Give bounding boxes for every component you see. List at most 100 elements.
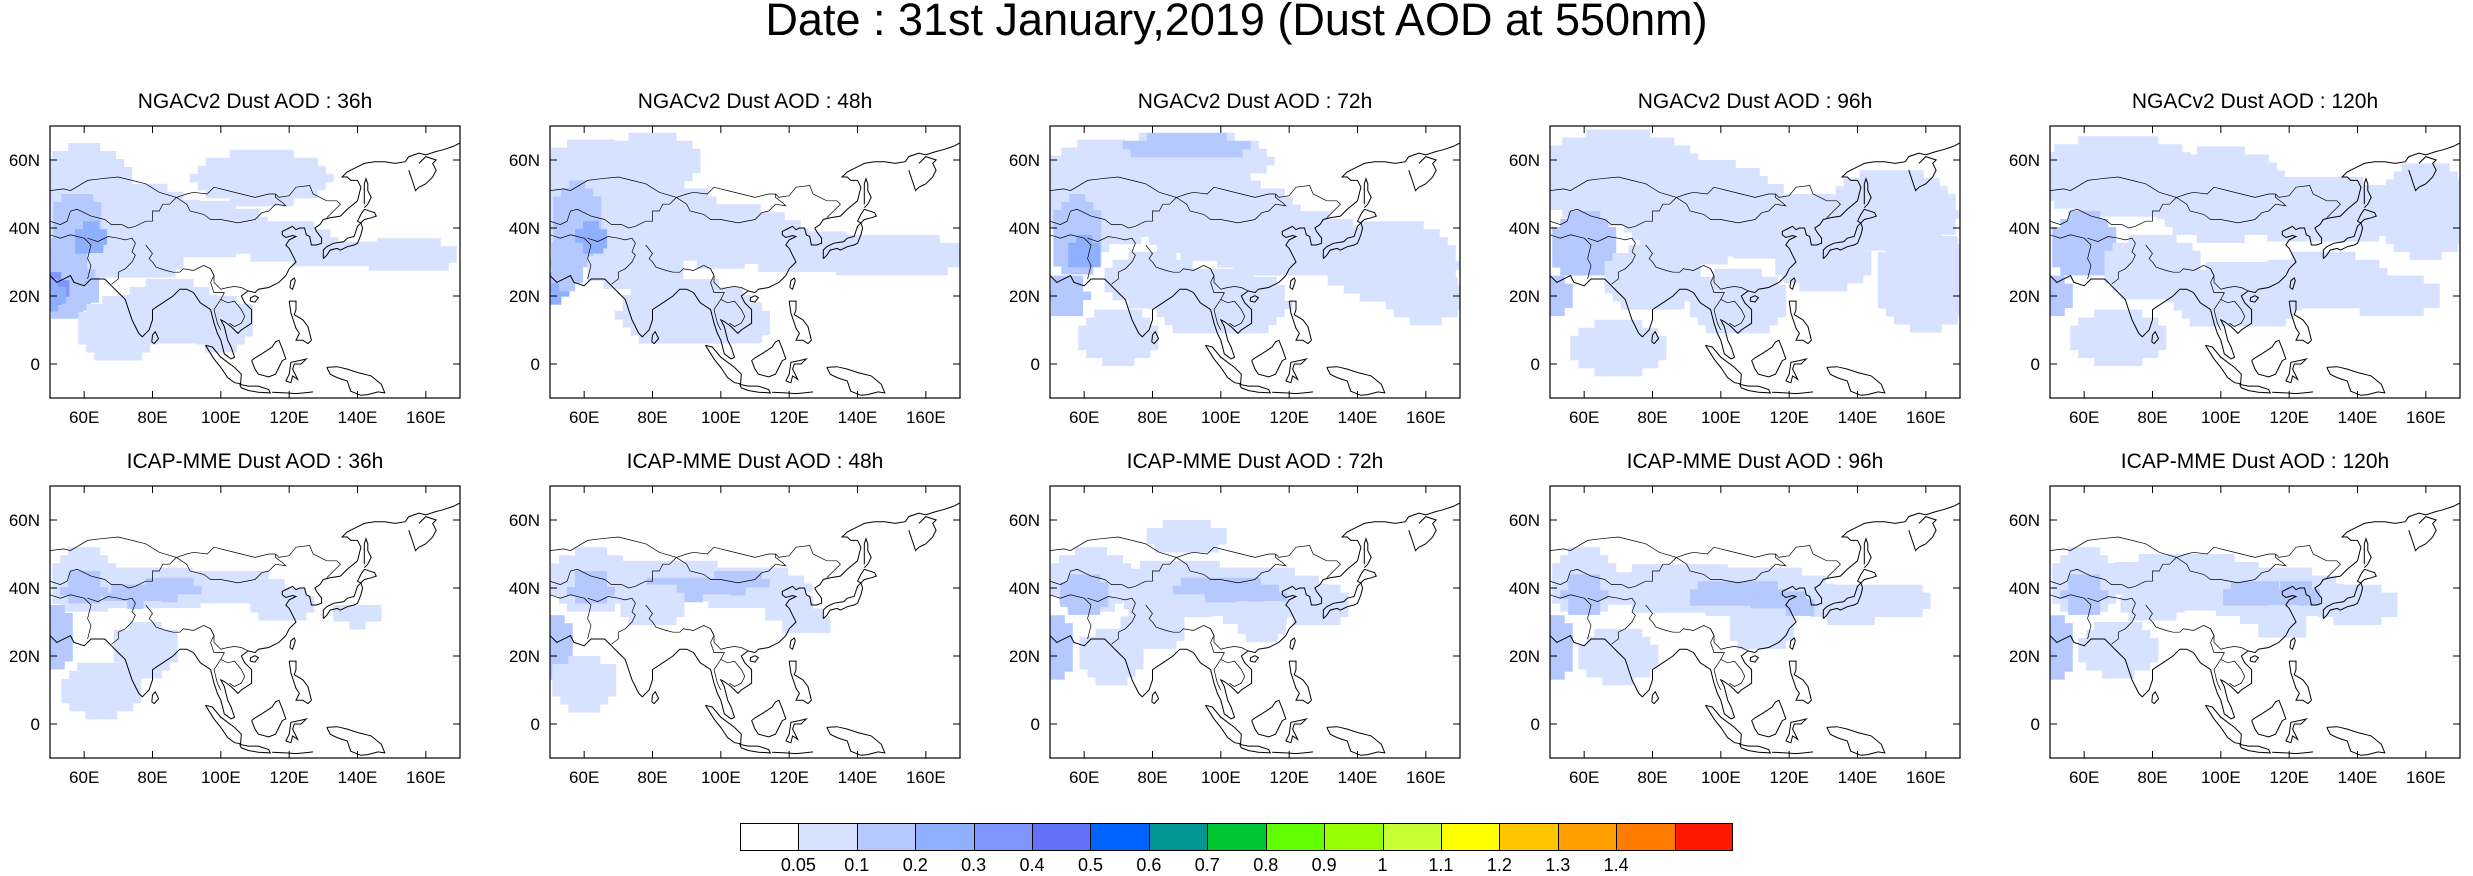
dust-cell [790,608,823,617]
dust-cell [1319,261,1460,270]
y-tick-label: 20N [2009,287,2040,306]
dust-cell [1060,598,1109,607]
x-tick-label: 160E [906,408,946,427]
dust-cell [2148,194,2293,203]
dust-cell [50,621,73,630]
dust-cell [1647,168,1760,177]
dust-cell [1775,258,1872,268]
dust-cell [1050,291,1092,301]
dust-cell [121,311,218,320]
country-border [1220,659,1246,688]
coastline [322,221,364,259]
dust-cell [1050,655,1073,664]
dust-cell [1225,219,1354,228]
dust-cell [95,269,176,278]
coastline [1249,655,1260,663]
dust-aod-field [50,142,460,396]
coastline [857,208,878,224]
country-border [676,194,787,224]
colorbar-swatch [1207,823,1267,851]
coastline [2288,300,2312,345]
panel-title: NGACv2 Dust AOD : 120h [2131,90,2379,113]
dust-cell [137,585,202,595]
dust-cell [640,244,801,253]
map-plot: 60E 80E 100E 120E 140E 160E 60N 40N 20N 0 [9,485,461,787]
dust-cell [1128,251,1177,261]
country-border [1145,244,1153,263]
coastline [1408,516,1438,552]
country-border [1176,545,1341,579]
dust-cell [1051,307,1084,317]
dust-cell [654,279,719,288]
dust-cell [1223,592,1287,602]
dust-cell [580,204,725,213]
dust-cell [550,155,639,165]
dust-cell [575,245,607,254]
coastline [288,660,312,705]
colorbar-label: 1.2 [1486,855,1512,875]
dust-cell [2102,670,2135,679]
y-tick-label: 40N [509,579,540,598]
dust-cell [2359,307,2424,317]
map-panel-ngacv2-96h: NGACv2 Dust AOD : 96h 60E 80E 100E 120E 140E 1… [1500,90,2000,430]
dust-cell [1098,156,1275,166]
dust-cell [1060,590,1109,599]
dust-cell [1689,597,1786,606]
dust-cell [50,637,73,646]
dust-cell [1079,660,1144,670]
dust-cell [1705,324,1770,334]
dust-cell [1737,608,1786,617]
dust-cell [145,577,194,587]
map-plot: 60E 80E 100E 120E 140E 160E 60N 40N 20N 0 [509,125,961,427]
colorbar-label: 0.5 [1077,855,1103,875]
dust-cell [612,172,693,182]
dust-cell [1709,210,1870,219]
dust-cell [2235,201,2412,210]
dust-cell [1050,171,1166,181]
dust-cell [161,593,178,603]
dust-cell [1401,268,1450,278]
coastline [705,344,742,385]
dust-cell [129,327,210,336]
coastline [2239,383,2272,394]
dust-cell [2070,333,2167,343]
map-panel-ngacv2-36h: NGACv2 Dust AOD : 36h 60E 80E 100E 120E 140E 1… [0,90,500,430]
coastline [1651,330,1660,345]
dust-cell [622,303,751,312]
dust-cell [188,320,253,329]
x-tick-label: 80E [1637,408,1667,427]
x-tick-label: 160E [1906,408,1946,427]
dust-cell [2267,259,2380,269]
dust-cell [628,584,677,594]
dust-cell [553,212,602,221]
dust-cell [1393,276,1458,286]
dust-cell [568,656,601,665]
dust-cell [550,639,573,648]
dust-cell [550,179,647,189]
dust-cell [2060,555,2109,564]
dust-cell [1550,631,1573,640]
x-tick-label: 160E [1406,768,1446,787]
dust-cell [803,250,960,260]
coastline [2363,177,2372,208]
dust-cell [2377,219,2460,228]
country-border [1210,268,1225,331]
x-tick-label: 100E [1201,408,1241,427]
dust-cell [156,579,285,588]
dust-cell [2112,282,2193,292]
dust-cell [2060,267,2109,276]
dust-cell [68,143,101,152]
y-tick-label: 20N [1509,287,1540,306]
colorbar-label: 1 [1377,855,1388,875]
dust-cell [1077,139,1126,149]
country-border [1720,659,1746,688]
dust-cell [1128,640,1177,649]
dust-cell [250,253,315,262]
dust-cell [1729,632,1794,641]
coastline [357,208,378,224]
dust-cell [1201,235,1378,244]
dust-cell [587,264,684,273]
coastline [2288,660,2312,705]
dust-cell [1059,555,1123,564]
dust-cell [1560,555,1609,564]
